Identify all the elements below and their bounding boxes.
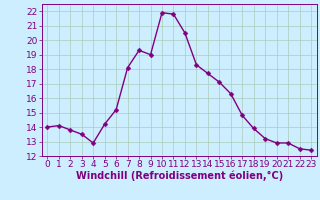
X-axis label: Windchill (Refroidissement éolien,°C): Windchill (Refroidissement éolien,°C) bbox=[76, 171, 283, 181]
